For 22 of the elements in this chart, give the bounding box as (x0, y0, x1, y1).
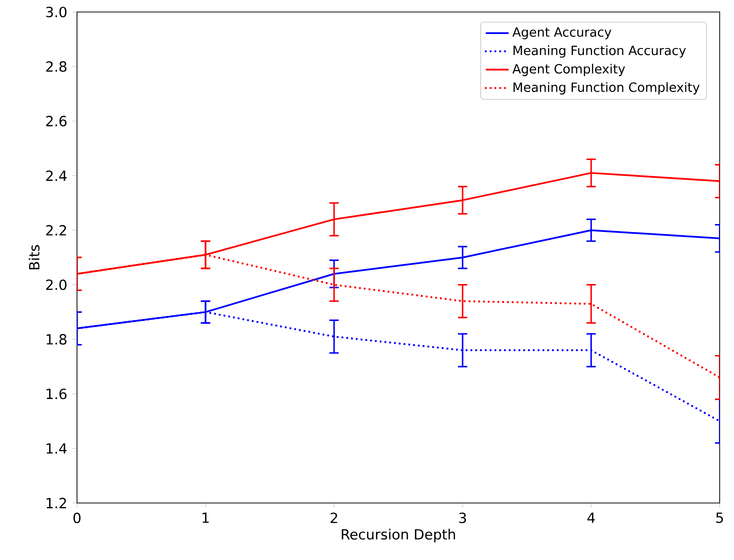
y-tick-label: 2.8 (46, 61, 66, 72)
x-tick-label: 1 (202, 512, 209, 523)
legend-label: Meaning Function Accuracy (514, 45, 686, 58)
y-tick-label: 1.2 (46, 498, 66, 508)
x-tick-label: 2 (330, 512, 338, 523)
y-tick-label: 1.8 (46, 334, 66, 345)
y-tick-label: 3.0 (46, 6, 66, 18)
legend-label: Agent Accuracy (512, 27, 612, 40)
legend-label: Meaning Function Complexity (514, 82, 700, 94)
x-tick-label: 0 (73, 512, 81, 524)
y-tick-label: 2.2 (46, 225, 66, 236)
x-tick-label: 5 (716, 512, 723, 523)
y-tick-label: 1.6 (46, 388, 67, 400)
legend-label: Agent Complexity (512, 64, 626, 76)
x-tick-label: 4 (587, 512, 595, 523)
x-tick-label: 3 (459, 512, 466, 524)
y-tick-label: 2.4 (46, 170, 67, 181)
y-tick-label: 2.0 (46, 279, 66, 290)
y-tick-label: 1.4 (46, 443, 67, 454)
y-tick-label: 2.6 (46, 116, 67, 126)
y-axis-title: Bits (28, 245, 40, 270)
x-axis-title: Recursion Depth (342, 528, 456, 542)
